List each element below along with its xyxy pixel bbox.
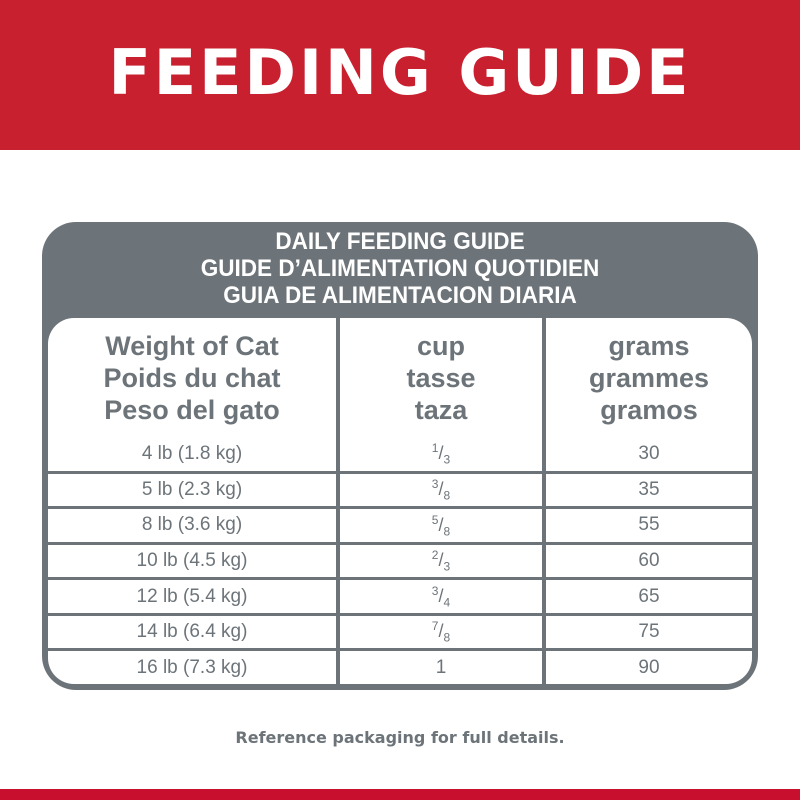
cup-fraction: 3/8	[431, 476, 451, 503]
header-banner: FEEDING GUIDE	[0, 0, 800, 150]
weight-cell: 12 lb (5.4 kg)	[48, 577, 338, 615]
grams-cell: 90	[542, 648, 752, 684]
grams-cell: 75	[542, 612, 752, 650]
numerator: 1	[431, 441, 439, 456]
grams-cell: 65	[542, 577, 752, 615]
header-weight: Weight of Cat Poids du chat Peso del gat…	[48, 318, 338, 438]
cup-cell: 3/8	[336, 470, 544, 508]
header-line: Poids du chat	[103, 362, 281, 393]
cup-value: 1	[435, 656, 447, 678]
table-row: 5 lb (2.3 kg) 3/8 35	[48, 470, 752, 508]
header-line: grammes	[588, 362, 710, 393]
header-line: cup	[416, 330, 465, 361]
cup-fraction: 1/3	[431, 441, 451, 468]
weight-cell: 4 lb (1.8 kg)	[141, 443, 243, 465]
header-line: Weight of Cat	[105, 330, 279, 361]
feeding-table-box: DAILY FEEDING GUIDE GUIDE D’ALIMENTATION…	[42, 222, 758, 690]
cup-cell: 1/3	[336, 437, 544, 472]
table-row: 4 lb (1.8 kg) 1/3 30	[48, 437, 752, 472]
header-line: grams	[608, 330, 690, 361]
feeding-table: Weight of Cat Poids du chat Peso del gat…	[48, 318, 752, 684]
cup-cell: 5/8	[336, 506, 544, 544]
denominator: 3	[443, 453, 451, 468]
table-titles: DAILY FEEDING GUIDE GUIDE D’ALIMENTATION…	[71, 228, 730, 309]
numerator: 3	[431, 476, 439, 491]
weight-cell: 14 lb (6.4 kg)	[48, 612, 338, 650]
cup-cell: 7/8	[336, 612, 544, 650]
numerator: 3	[431, 583, 439, 598]
cup-cell: 3/4	[336, 577, 544, 615]
cup-cell: 2/3	[336, 541, 544, 579]
cup-fraction: 5/8	[431, 512, 451, 539]
denominator: 8	[443, 524, 451, 539]
table-row: 8 lb (3.6 kg) 5/8 55	[48, 506, 752, 544]
cup-fraction: 2/3	[431, 548, 451, 574]
header-grams: grams grammes gramos	[542, 318, 752, 438]
weight-cell: 16 lb (7.3 kg)	[48, 648, 338, 684]
weight-cell: 5 lb (2.3 kg)	[48, 470, 338, 508]
numerator: 7	[431, 619, 439, 634]
cup-fraction: 7/8	[431, 619, 451, 645]
cup-cell: 1	[336, 648, 544, 684]
reference-note: Reference packaging for full details.	[235, 728, 565, 747]
table-row: 10 lb (4.5 kg) 2/3 60	[48, 541, 752, 579]
grams-cell: 30	[542, 437, 752, 472]
table-title-fr: GUIDE D’ALIMENTATION QUOTIDIEN	[200, 255, 600, 282]
page-title: FEEDING GUIDE	[108, 35, 692, 109]
header-line: tasse	[406, 362, 476, 393]
denominator: 8	[443, 488, 451, 503]
table-header-row: Weight of Cat Poids du chat Peso del gat…	[48, 318, 752, 438]
weight-cell: 10 lb (4.5 kg)	[48, 541, 338, 579]
header-line: taza	[414, 394, 468, 425]
header-line: Peso del gato	[104, 394, 280, 425]
table-row: 12 lb (5.4 kg) 3/4 65	[48, 577, 752, 615]
cup-fraction: 3/4	[431, 583, 451, 610]
header-cup: cup tasse taza	[336, 318, 544, 438]
table-title-es: GUIA DE ALIMENTACION DIARIA	[223, 282, 577, 309]
grams-cell: 55	[542, 506, 752, 544]
footer-bar	[0, 789, 800, 800]
numerator: 2	[431, 548, 439, 563]
denominator: 8	[443, 630, 451, 645]
denominator: 3	[443, 559, 451, 574]
table-row: 14 lb (6.4 kg) 7/8 75	[48, 612, 752, 650]
denominator: 4	[443, 595, 451, 610]
grams-cell: 60	[542, 541, 752, 579]
numerator: 5	[431, 512, 439, 527]
header-line: gramos	[600, 394, 698, 425]
table-title-en: DAILY FEEDING GUIDE	[275, 228, 525, 255]
table-row: 16 lb (7.3 kg) 1 90	[48, 648, 752, 684]
grams-cell: 35	[542, 470, 752, 508]
weight-cell: 8 lb (3.6 kg)	[48, 506, 338, 544]
